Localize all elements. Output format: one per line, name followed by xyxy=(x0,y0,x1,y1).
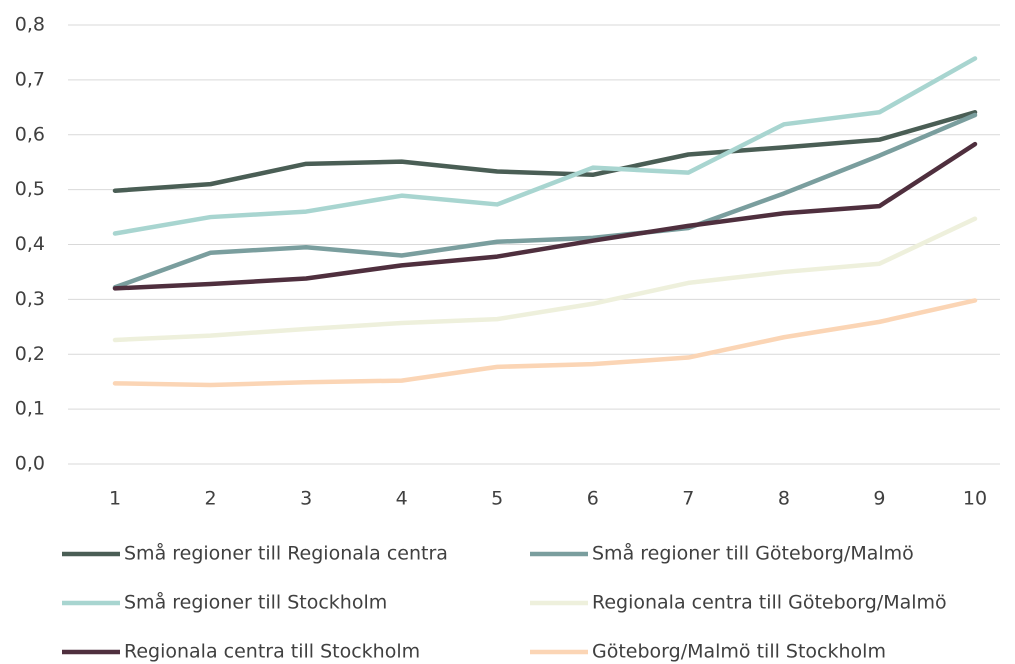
x-tick-label: 10 xyxy=(963,488,987,510)
x-tick-label: 2 xyxy=(205,488,217,510)
x-tick-label: 4 xyxy=(396,488,408,510)
y-tick-label: 0,0 xyxy=(15,453,45,475)
series-line xyxy=(112,112,978,290)
series-line xyxy=(112,110,978,193)
y-tick-label: 0,5 xyxy=(15,178,45,200)
y-tick-label: 0,3 xyxy=(15,288,45,310)
x-tick-label: 8 xyxy=(778,488,790,510)
series-line xyxy=(112,216,978,343)
legend-label: Regionala centra till Göteborg/Malmö xyxy=(592,592,947,614)
y-tick-label: 0,8 xyxy=(15,14,45,36)
legend-label: Göteborg/Malmö till Stockholm xyxy=(592,641,886,663)
legend-label: Regionala centra till Stockholm xyxy=(124,641,420,663)
series-line xyxy=(112,298,978,388)
x-tick-label: 9 xyxy=(873,488,885,510)
y-tick-label: 0,4 xyxy=(15,233,45,255)
y-tick-label: 0,7 xyxy=(15,68,45,90)
x-tick-label: 6 xyxy=(587,488,599,510)
y-tick-label: 0,1 xyxy=(15,398,45,420)
x-tick-label: 1 xyxy=(109,488,121,510)
series-line xyxy=(112,141,978,291)
x-tick-label: 3 xyxy=(300,488,312,510)
legend-label: Små regioner till Stockholm xyxy=(124,591,387,614)
x-tick-label: 7 xyxy=(682,488,694,510)
legend-label: Små regioner till Regionala centra xyxy=(124,542,448,565)
legend-label: Små regioner till Göteborg/Malmö xyxy=(592,542,914,565)
series-line xyxy=(112,56,978,236)
x-tick-label: 5 xyxy=(491,488,503,510)
y-tick-label: 0,6 xyxy=(15,123,45,145)
y-tick-label: 0,2 xyxy=(15,343,45,365)
